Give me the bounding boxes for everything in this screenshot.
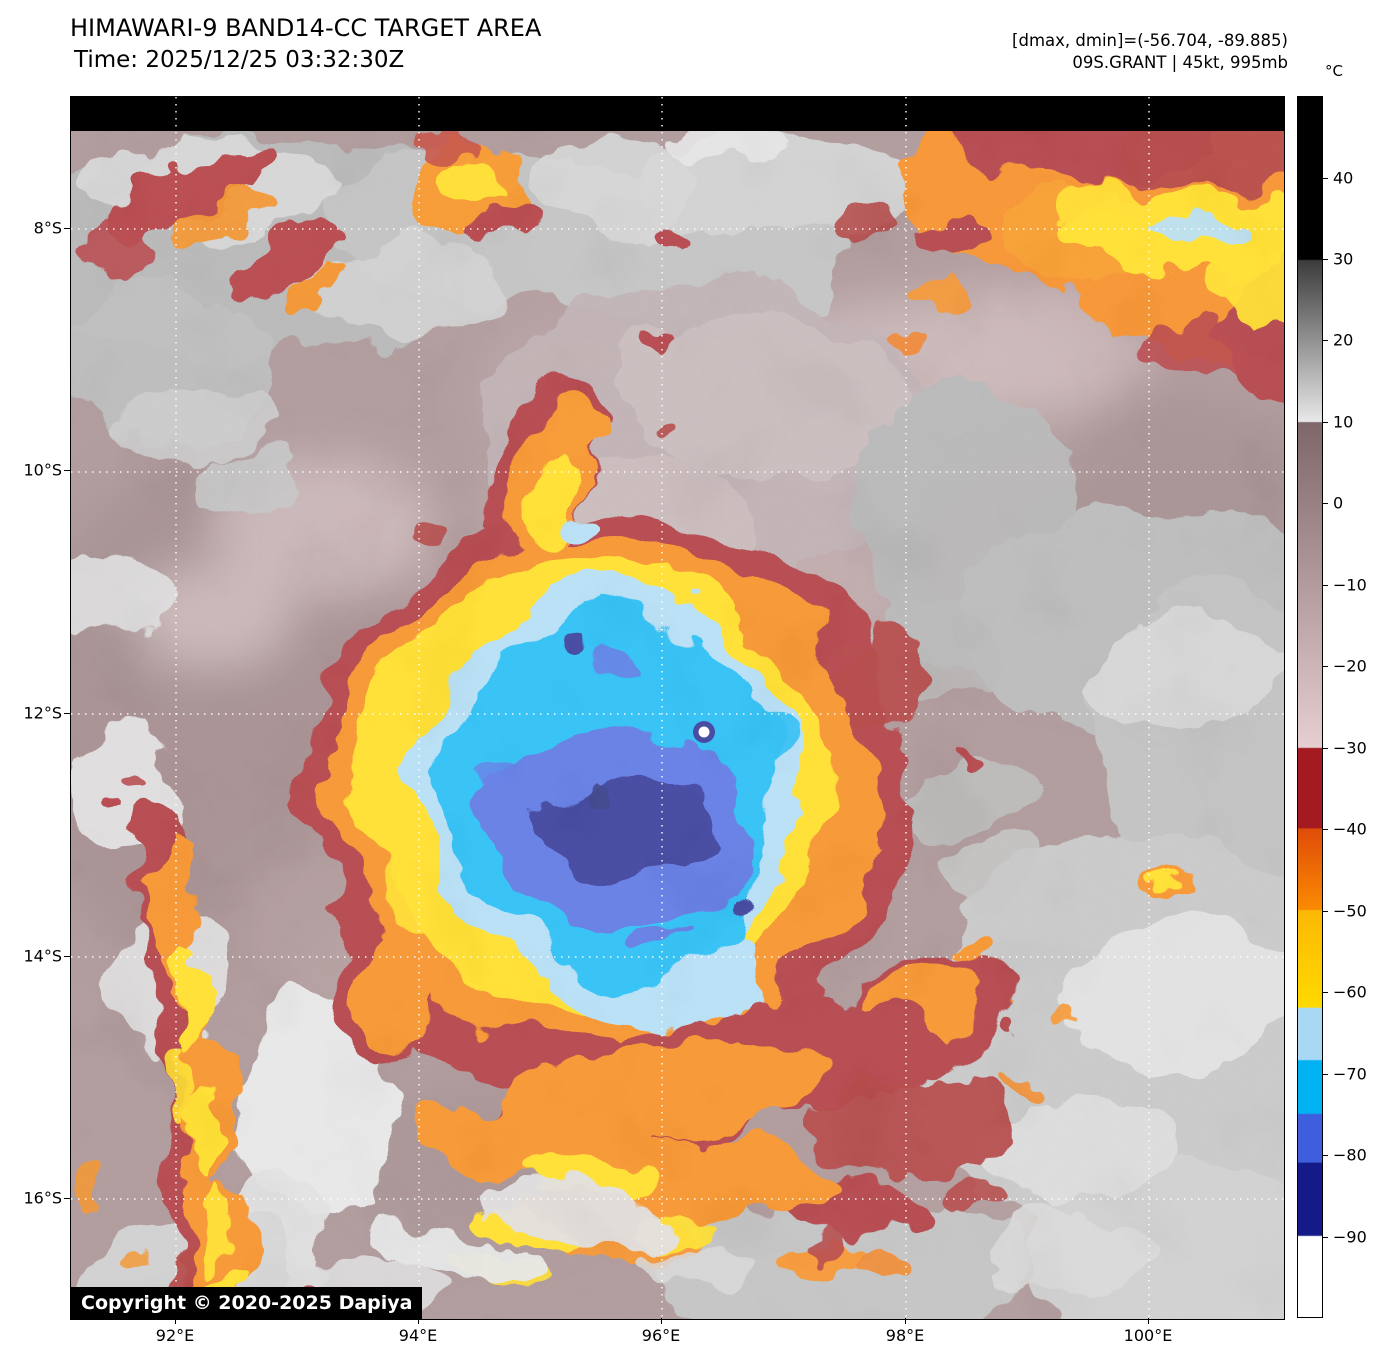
lat-tick-label: 16°S (23, 1188, 62, 1208)
colorbar-unit-label: °C (1325, 62, 1343, 80)
satellite-map: Copyright © 2020-2025 Dapiya (70, 96, 1285, 1320)
colorbar-tick (1323, 422, 1328, 423)
colorbar-tick-label: −50 (1333, 901, 1367, 921)
lon-tick-label: 96°E (641, 1326, 681, 1345)
lat-tick-label: 12°S (23, 703, 62, 723)
colorbar-tick-label: −70 (1333, 1064, 1367, 1084)
colorbar-tick (1323, 340, 1328, 341)
colorbar-tick-label: −60 (1333, 982, 1367, 1002)
colorbar-tick-label: −40 (1333, 819, 1367, 839)
sensor-grain-texture (71, 97, 1284, 1319)
x-axis-tick (175, 1318, 176, 1324)
colorbar-tick (1323, 829, 1328, 830)
storm-info-annotation: 09S.GRANT | 45kt, 995mb (1072, 53, 1288, 72)
y-axis-tick (64, 1198, 70, 1199)
colorbar-tick (1323, 178, 1328, 179)
copyright-badge: Copyright © 2020-2025 Dapiya (71, 1287, 423, 1319)
colorbar-tick (1323, 259, 1328, 260)
colorbar-tick (1323, 992, 1328, 993)
colorbar-tick (1323, 748, 1328, 749)
x-axis-tick (661, 1318, 662, 1324)
y-axis-tick (64, 470, 70, 471)
y-axis-tick (64, 713, 70, 714)
colorbar-tick-label: −10 (1333, 575, 1367, 595)
lat-tick-label: 10°S (23, 460, 62, 480)
colorbar-tick-label: 40 (1333, 168, 1354, 188)
x-axis-tick (418, 1318, 419, 1324)
lon-tick-label: 92°E (155, 1326, 195, 1345)
colorbar-tick (1323, 1237, 1328, 1238)
annotation-block: [dmax, dmin]=(-56.704, -89.885) 09S.GRAN… (1012, 30, 1288, 74)
colorbar-tick (1323, 1074, 1328, 1075)
colorbar-tick-label: −80 (1333, 1145, 1367, 1165)
lon-tick-label: 100°E (1123, 1326, 1173, 1345)
colorbar-tick-label: −90 (1333, 1227, 1367, 1247)
colorbar-tick-label: 0 (1333, 493, 1344, 513)
lat-tick-label: 14°S (23, 946, 62, 966)
lat-tick-label: 8°S (33, 218, 62, 238)
lon-tick-label: 98°E (885, 1326, 925, 1345)
colorbar-tick-label: 30 (1333, 249, 1354, 269)
colorbar (1297, 96, 1323, 1318)
colorbar-tick-label: −30 (1333, 738, 1367, 758)
colorbar-tick (1323, 585, 1328, 586)
colorbar-tick (1323, 666, 1328, 667)
page-title: HIMAWARI-9 BAND14-CC TARGET AREA (70, 14, 542, 42)
satellite-image (71, 97, 1284, 1319)
colorbar-tick-label: 20 (1333, 330, 1354, 350)
colorbar-tick (1323, 503, 1328, 504)
x-axis-tick (1148, 1318, 1149, 1324)
colorbar-tick-label: 10 (1333, 412, 1354, 432)
timestamp-label: Time: 2025/12/25 03:32:30Z (74, 47, 405, 73)
no-data-strip (71, 97, 1284, 131)
y-axis-tick (64, 956, 70, 957)
colorbar-tick (1323, 1155, 1328, 1156)
colorbar-tick-label: −20 (1333, 656, 1367, 676)
colorbar-tick (1323, 911, 1328, 912)
lon-tick-label: 94°E (398, 1326, 438, 1345)
dmax-dmin-annotation: [dmax, dmin]=(-56.704, -89.885) (1012, 31, 1288, 50)
x-axis-tick (905, 1318, 906, 1324)
y-axis-tick (64, 228, 70, 229)
